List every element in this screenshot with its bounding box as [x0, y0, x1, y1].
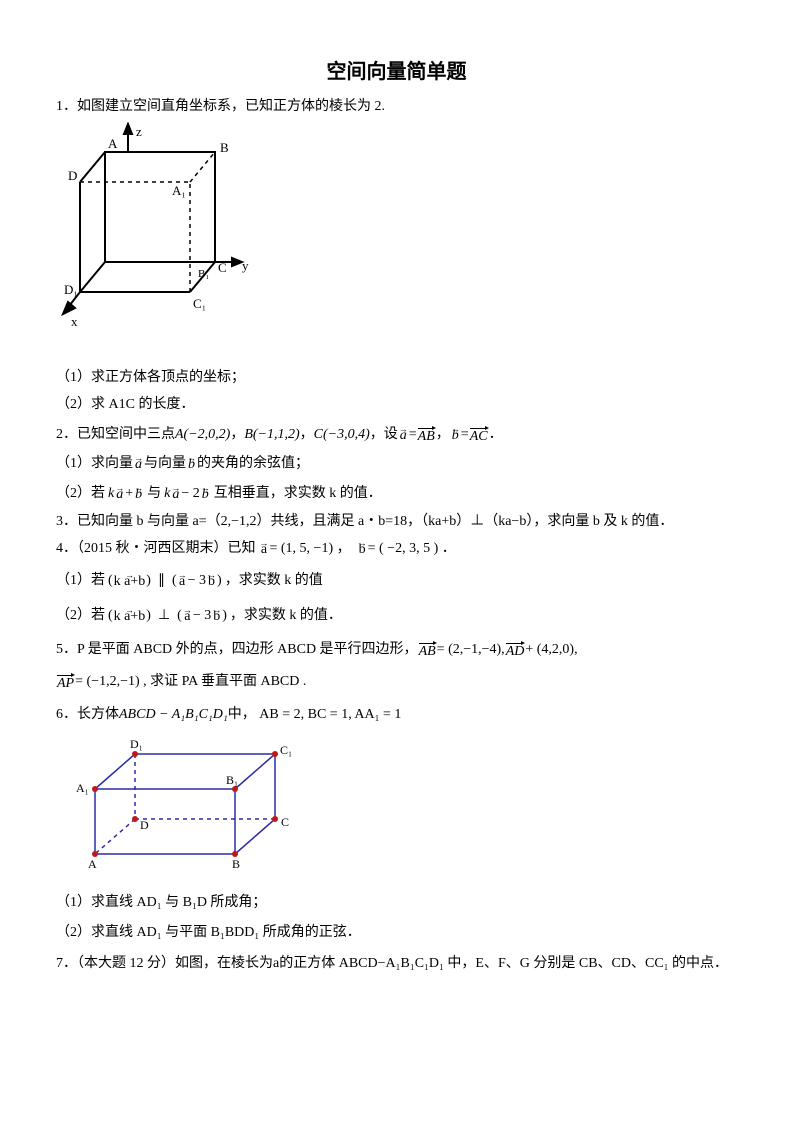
q4-part2: （2）若 (→k a+b) ⊥ (→a − 3→b) ，求实数 k 的值． — [56, 605, 737, 627]
q2-A: A(−2,0,2) — [175, 424, 230, 446]
q2-B: B(−1,1,2) — [244, 424, 299, 446]
q6-stem: 6．长方体 ABCD − A₁B₁C₁D₁ 中， AB = 2, BC = 1,… — [56, 704, 737, 726]
vec-AB5: AB — [419, 641, 436, 659]
q2-mid1: ，设 — [370, 424, 398, 446]
svg-text:x: x — [71, 314, 78, 329]
expr-kab2: k →a − 2 →b — [164, 483, 211, 505]
svg-text:B: B — [232, 857, 240, 871]
q1-stem: 1．如图建立空间直角坐标系，已知正方体的棱长为 2. — [56, 96, 737, 118]
svg-text:D₁: D₁ — [64, 282, 78, 297]
svg-text:C: C — [218, 260, 227, 275]
q3: 3．已知向量 b 与向量 a=（2,−1,2）共线，且满足 a・b=18，（ka… — [56, 511, 737, 533]
vec-a: →a — [399, 427, 408, 443]
svg-text:D₁: D₁ — [130, 737, 143, 751]
vec-b: →b — [451, 427, 460, 443]
q2-part2: （2）若 k →a + →b 与 k →a − 2 →b 互相垂直，求实数 k … — [56, 483, 737, 505]
svg-text:D: D — [140, 818, 149, 832]
cube-figure: z A B C D A₁ C₁ D₁ B₁ y x — [60, 122, 270, 357]
q2-part1: （1）求向量 →a 与向量 →b 的夹角的余弦值； — [56, 453, 737, 475]
vec-AD5: AD — [506, 641, 525, 659]
vec-b2: →b — [187, 456, 196, 472]
expr-kab-perp: (→k a+b) ⊥ (→a − 3→b) — [108, 605, 227, 627]
svg-text:A: A — [88, 857, 97, 871]
q5-stem: 5．P 是平面 ABCD 外的点，四边形 ABCD 是平行四边形， AB = (… — [56, 639, 737, 661]
q6-part2: （2）求直线 AD₁ 与平面 B₁BDD₁ 所成角的正弦． — [56, 922, 737, 944]
svg-text:A: A — [108, 136, 118, 151]
q4-stem: 4．（2015 秋・河西区期末）已知 →a = (1, 5, −1) ， →b … — [56, 538, 737, 560]
vec-AB: AB — [418, 426, 435, 444]
q6-part1: （1）求直线 AD₁ 与 B₁D 所成角； — [56, 892, 737, 914]
svg-text:D: D — [68, 168, 77, 183]
q6-body: ABCD − A₁B₁C₁D₁ — [119, 704, 228, 726]
q7: 7．（本大题 12 分）如图，在棱长为a的正方体 ABCD−A₁B₁C₁D₁ 中… — [56, 953, 737, 975]
page-title: 空间向量简单题 — [56, 56, 737, 88]
vec-AP5: AP — [57, 673, 74, 691]
svg-text:A₁: A₁ — [76, 781, 89, 795]
page: 空间向量简单题 1．如图建立空间直角坐标系，已知正方体的棱长为 2. z A B… — [0, 0, 793, 1122]
q4-part1: （1）若 (→k a+b) ∥ (→a − 3→b) ，求实数 k 的值 — [56, 570, 737, 592]
q1-part1: （1）求正方体各顶点的坐标； — [56, 367, 737, 389]
q2-stem: 2．已知空间中三点 A(−2,0,2)， B(−1,1,2)， C(−3,0,4… — [56, 424, 737, 446]
q2-C: C(−3,0,4) — [314, 424, 370, 446]
cuboid-figure: D₁ C₁ A₁ B₁ D C A B — [60, 734, 310, 884]
svg-text:z: z — [136, 124, 142, 139]
expr-kab1: k →a + →b — [108, 483, 144, 505]
svg-text:B: B — [220, 140, 229, 155]
svg-text:C₁: C₁ — [280, 743, 292, 757]
svg-text:C: C — [281, 815, 289, 829]
expr-kab-par: (→k a+b) ∥ (→a − 3→b) — [108, 570, 222, 592]
vec-a2: →a — [134, 456, 143, 472]
q2-lead: 2．已知空间中三点 — [56, 424, 175, 446]
svg-text:C₁: C₁ — [193, 296, 206, 311]
svg-text:B₁: B₁ — [226, 773, 238, 787]
svg-text:y: y — [242, 258, 249, 273]
q5-cont: AP = (−1,2,−1) , 求证 PA 垂直平面 ABCD . — [56, 671, 737, 693]
expr-b-eq: →b = ( −2, 3, 5 ) ． — [357, 538, 456, 560]
expr-a-eq: →a = (1, 5, −1) ， — [259, 538, 351, 560]
svg-text:A₁: A₁ — [172, 183, 186, 198]
svg-text:B₁: B₁ — [198, 268, 209, 280]
vec-AC: AC — [470, 426, 488, 444]
q1-part2: （2）求 A1C 的长度． — [56, 394, 737, 416]
